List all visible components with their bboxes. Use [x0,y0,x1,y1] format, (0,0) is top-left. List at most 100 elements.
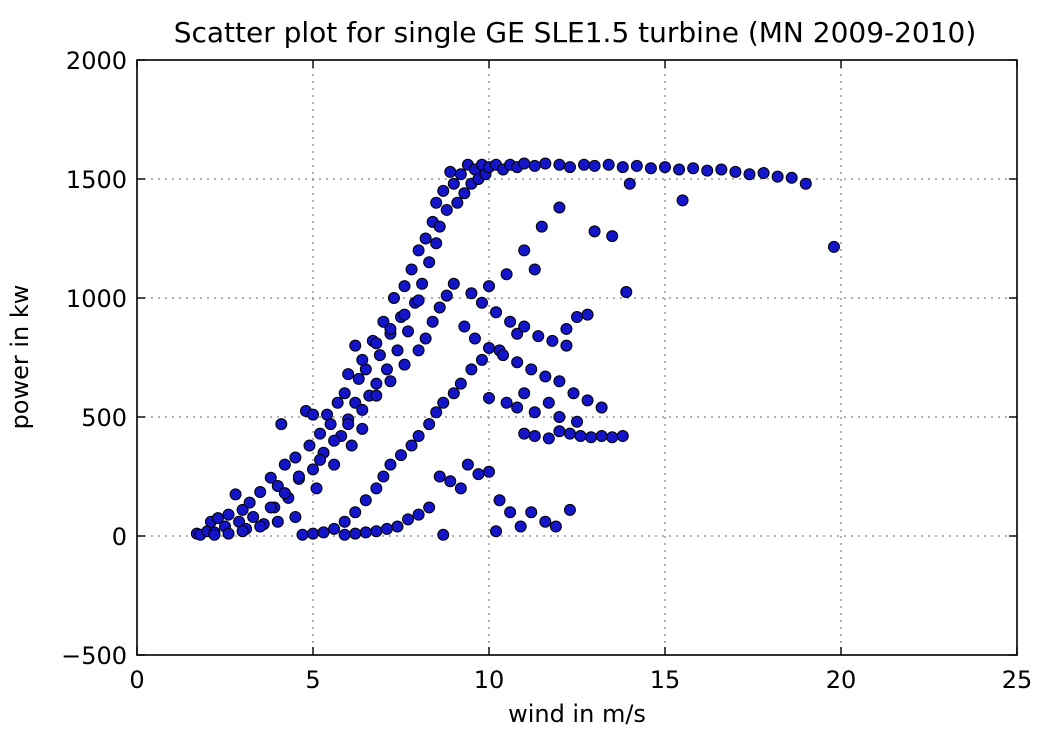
data-point [289,451,302,464]
data-point [370,389,383,402]
data-point [405,263,418,276]
data-point [271,515,284,528]
data-point [483,391,495,404]
data-point [264,501,277,514]
data-point [211,512,224,525]
data-point [644,162,657,175]
data-point [518,320,531,333]
data-point [454,482,467,495]
data-point [307,408,319,421]
y-tick-label: 1000 [66,285,127,313]
data-point [518,427,531,440]
data-point [254,520,267,533]
data-point [729,165,742,178]
data-point [743,168,756,181]
data-point [416,277,429,290]
data-point [542,432,555,445]
data-point [715,163,728,176]
data-point [307,527,319,540]
data-point [504,506,517,519]
data-point [412,430,425,443]
data-point [377,470,390,483]
data-point [528,406,541,419]
data-point [380,522,393,535]
data-point [595,401,608,414]
data-point [440,203,453,216]
data-point [402,513,415,526]
data-point [370,337,383,350]
data-point [342,368,355,381]
data-point [236,503,249,516]
data-point [563,427,576,440]
data-point [483,280,495,293]
data-point [437,184,450,197]
data-point [687,162,700,175]
data-point [514,520,527,533]
data-point [271,480,284,493]
x-tick-label: 20 [826,666,857,694]
data-point [430,196,443,209]
data-point [472,468,485,481]
data-point [532,330,545,343]
data-point [324,418,337,431]
y-tick-label: 500 [81,404,127,432]
x-tick-label: 15 [650,666,681,694]
data-point [616,161,629,174]
data-point [616,430,629,443]
data-point [395,449,407,462]
data-point [412,244,425,257]
data-point [328,434,341,447]
data-point [518,244,531,257]
data-point [314,453,327,466]
data-point [419,232,432,245]
data-point [349,339,362,352]
data-point [497,349,510,362]
data-point [314,427,327,440]
data-point [454,168,467,181]
data-point [539,370,552,383]
y-tick-label: −500 [61,642,127,670]
data-point [571,415,583,428]
data-point [352,372,365,385]
data-point [328,522,341,535]
data-point [208,528,221,541]
y-tick-label: 0 [112,523,127,551]
x-tick-label: 10 [474,666,505,694]
data-point [433,220,446,233]
data-point [490,525,503,538]
data-point [402,325,415,338]
data-point [377,315,390,328]
data-points [190,157,840,541]
data-point [338,515,351,528]
data-point [511,327,524,340]
data-point [528,159,541,172]
plot-frame [136,59,1018,656]
data-point [827,240,840,253]
data-point [673,163,686,176]
data-point [236,525,249,538]
data-point [465,287,478,300]
data-point [578,158,591,171]
chart-title: Scatter plot for single GE SLE1.5 turbin… [174,16,977,49]
data-point [571,311,583,324]
data-point [405,439,418,452]
data-point [444,475,457,488]
data-point [278,458,291,471]
data-point [380,363,393,376]
data-point [437,396,450,409]
data-point [539,157,552,170]
data-point [511,356,524,369]
data-point [630,159,643,172]
data-point [574,430,587,443]
data-point [549,520,562,533]
data-point [701,164,714,177]
data-point [310,482,323,495]
data-point [398,280,411,293]
data-point [430,237,443,250]
data-point [563,503,576,516]
data-point [356,403,369,416]
data-point [588,225,601,238]
data-point [659,161,671,174]
